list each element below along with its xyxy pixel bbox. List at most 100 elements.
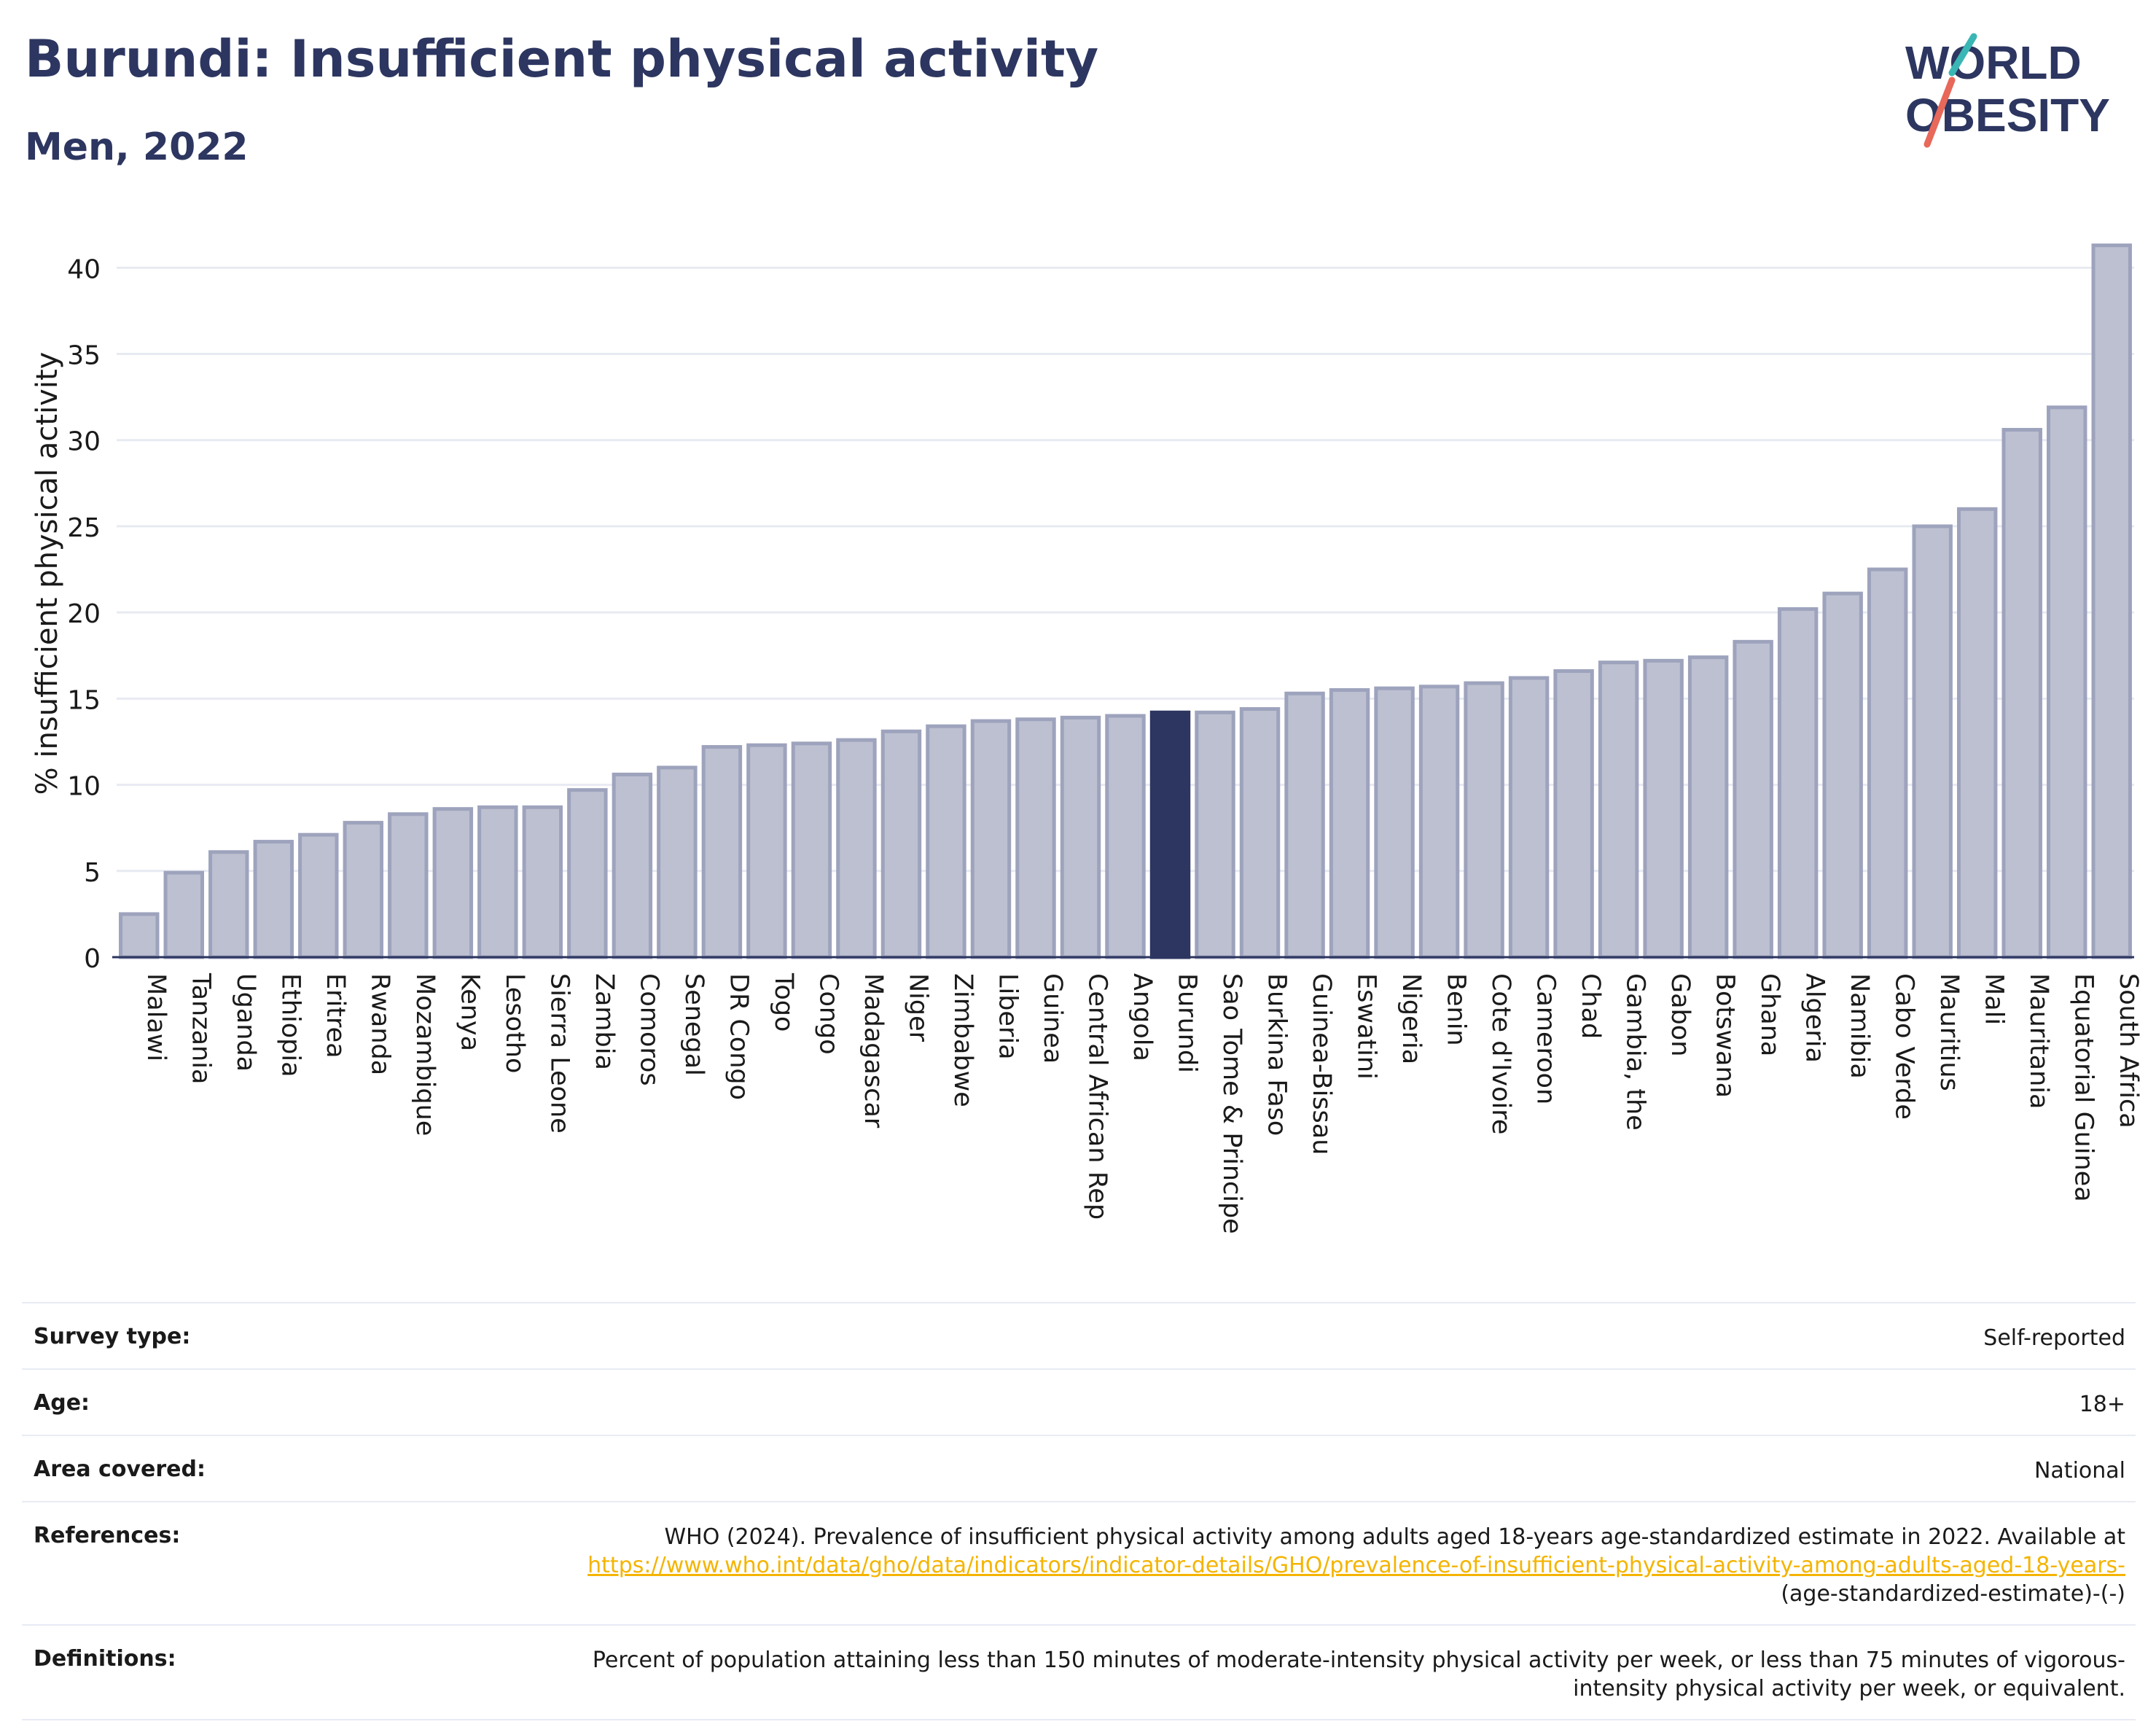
x-tick-label: Lesotho	[500, 973, 529, 1073]
y-tick-label: 30	[67, 427, 101, 457]
references-tail: (age-standardized-estimate)-(-)	[1781, 1581, 2125, 1607]
x-tick-label: Madagascar	[859, 973, 888, 1128]
x-tick-label: Malawi	[141, 973, 171, 1061]
world-obesity-logo: WORLD OBESITY	[1905, 33, 2110, 148]
chart-subtitle: Men, 2022	[25, 125, 249, 169]
bar	[926, 724, 966, 959]
bar	[1195, 710, 1235, 959]
x-tick-label: Namibia	[1845, 973, 1874, 1079]
x-tick-label: Burundi	[1173, 973, 1202, 1073]
y-tick-label: 5	[84, 858, 101, 888]
x-tick-label: Zambia	[590, 973, 619, 1070]
y-tick-label: 15	[67, 685, 101, 715]
info-row-area: Area covered: National	[22, 1435, 2136, 1502]
x-tick-label: Mauritania	[2024, 973, 2053, 1109]
bar	[1822, 591, 1863, 959]
bar	[1687, 655, 1729, 959]
bar	[1956, 507, 1998, 959]
bar	[1105, 714, 1146, 959]
bar-highlight	[1149, 710, 1191, 959]
y-tick-label: 20	[67, 599, 101, 629]
bar	[1284, 691, 1325, 959]
x-tick-label: Gabon	[1665, 973, 1695, 1056]
bar	[522, 805, 563, 959]
x-tick-label: Cabo Verde	[1890, 973, 1919, 1120]
bar	[298, 833, 339, 959]
bar	[253, 840, 294, 959]
references-link[interactable]: https://www.who.int/data/gho/data/indica…	[587, 1553, 2125, 1578]
bar	[836, 738, 877, 959]
x-tick-label: Algeria	[1800, 973, 1829, 1063]
x-tick-label: Eswatini	[1352, 973, 1381, 1080]
y-axis-label: % insufficient physical activity	[31, 352, 64, 795]
bar	[119, 912, 160, 959]
x-tick-label: Mali	[1980, 973, 2009, 1025]
info-row-references: References: WHO (2024). Prevalence of in…	[22, 1501, 2136, 1625]
bar	[388, 812, 429, 959]
x-tick-label: Angola	[1128, 973, 1157, 1061]
info-row-survey-type: Survey type: Self-reported	[22, 1302, 2136, 1369]
bar	[791, 741, 832, 959]
x-tick-label: Botswana	[1711, 973, 1740, 1098]
bar	[1418, 685, 1460, 959]
x-tick-label: Guinea	[1038, 973, 1067, 1064]
bar	[477, 805, 518, 959]
x-tick-label: Chad	[1576, 973, 1605, 1039]
x-tick-label: Comoros	[634, 973, 663, 1086]
x-tick-label: Rwanda	[365, 973, 394, 1075]
survey-type-value: Self-reported	[554, 1302, 2136, 1369]
x-tick-label: Eritrea	[321, 973, 350, 1058]
x-tick-label: Sierra Leone	[544, 973, 574, 1134]
x-tick-label: Benin	[1442, 973, 1471, 1046]
x-tick-label: Mozambique	[410, 973, 440, 1136]
age-label: Age:	[22, 1368, 554, 1435]
x-tick-label: Niger	[903, 973, 932, 1042]
x-tick-label: Mauritius	[1934, 973, 1964, 1091]
references-text: WHO (2024). Prevalence of insufficient p…	[664, 1524, 2125, 1550]
bar	[612, 772, 653, 959]
bar	[1867, 567, 1908, 959]
x-tick-label: Cameroon	[1531, 973, 1561, 1104]
x-tick-label: Sao Tome & Principe	[1217, 973, 1246, 1234]
references-value: WHO (2024). Prevalence of insufficient p…	[554, 1501, 2136, 1625]
y-tick-label: 25	[67, 513, 101, 543]
x-tick-label: Burkina Faso	[1262, 973, 1292, 1136]
logo-text-world: WORLD	[1905, 36, 2082, 89]
bar	[1733, 639, 1773, 959]
area-label: Area covered:	[22, 1435, 554, 1502]
bar	[970, 719, 1012, 959]
bar	[163, 870, 204, 959]
x-tick-label: Central African Rep	[1082, 973, 1112, 1220]
y-tick-label: 0	[84, 944, 101, 974]
bar	[2001, 428, 2042, 959]
chart-title: Burundi: Insufficient physical activity	[25, 29, 1099, 89]
bar	[1374, 686, 1415, 959]
bar	[1553, 669, 1594, 959]
info-table: Survey type: Self-reported Age: 18+ Area…	[22, 1302, 2136, 1720]
x-tick-label: South Africa	[2114, 973, 2143, 1128]
y-tick-label: 40	[67, 254, 101, 284]
bar	[1598, 660, 1639, 959]
bar	[1015, 717, 1056, 959]
bar	[1239, 707, 1281, 959]
x-tick-label: Gambia, the	[1621, 973, 1650, 1131]
x-tick-label: Nigeria	[1397, 973, 1426, 1064]
bar	[567, 788, 608, 959]
area-value: National	[554, 1435, 2136, 1502]
x-tick-label: Ghana	[1755, 973, 1784, 1056]
bar	[432, 807, 474, 959]
references-label: References:	[22, 1501, 554, 1625]
x-tick-label: Congo	[813, 973, 843, 1055]
x-tick-label: Guinea-Bissau	[1307, 973, 1336, 1155]
bar	[208, 850, 249, 959]
y-tick-label: 10	[67, 772, 101, 802]
bar	[1464, 681, 1504, 959]
y-axis-ticks: 0 5 10 15 20 25 30 35 40	[67, 254, 101, 974]
bar	[2091, 243, 2132, 959]
x-tick-label: Tanzania	[186, 972, 215, 1084]
x-tick-label: Liberia	[993, 973, 1022, 1060]
definitions-label: Definitions:	[22, 1624, 554, 1720]
definitions-value: Percent of population attaining less tha…	[554, 1624, 2136, 1720]
bar	[343, 821, 384, 959]
bar	[1060, 715, 1101, 959]
